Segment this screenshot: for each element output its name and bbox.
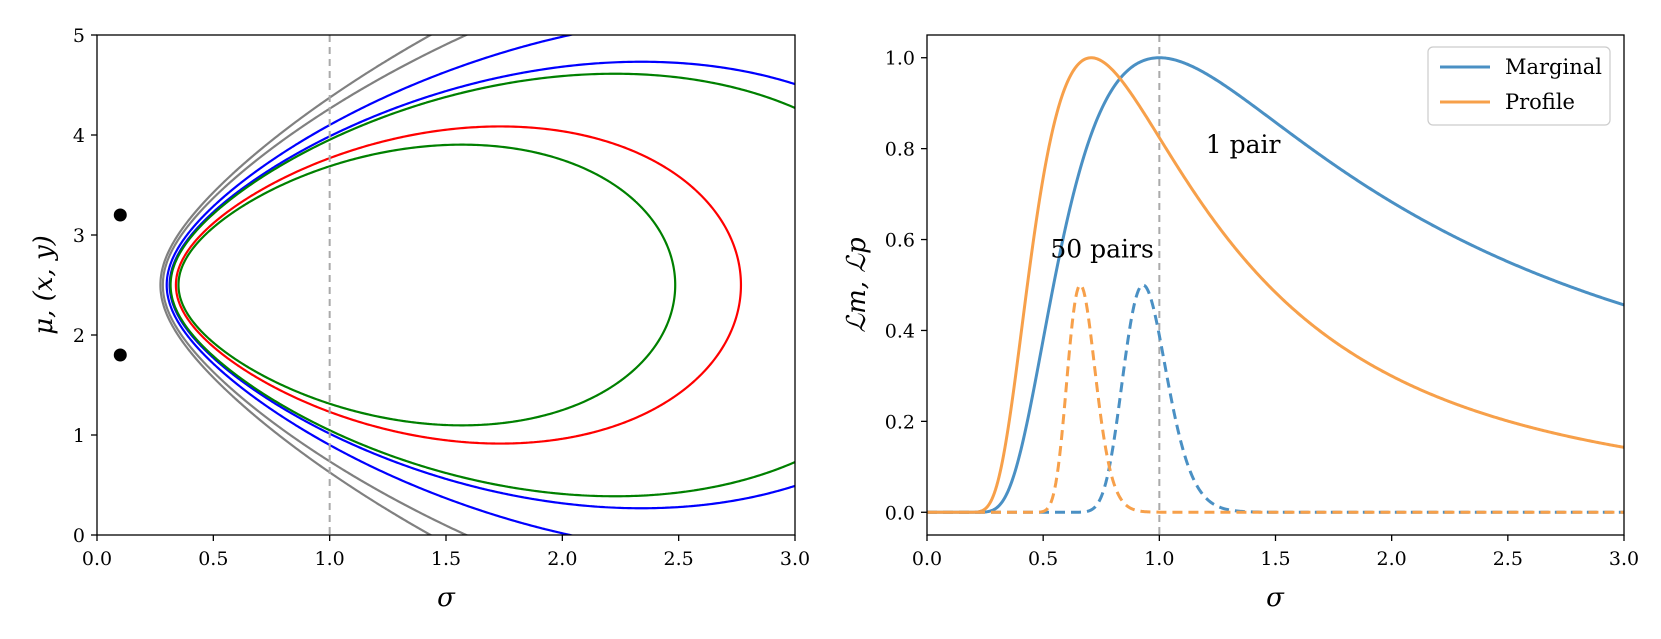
right-y-tick-label: 0.4 (885, 320, 915, 342)
left-y-tick-label: 4 (73, 125, 85, 147)
right-y-tick-label: 0.0 (885, 502, 915, 524)
left-axes-frame (96, 34, 796, 536)
contour-line-0 (177, 143, 677, 427)
right-x-tick-label: 0.0 (912, 548, 942, 570)
contour-line-6 (161, 35, 469, 535)
left-x-tick-label: 2.0 (547, 548, 577, 570)
left-x-tick-label: 1.0 (315, 548, 345, 570)
annotation-1-pair: 1 pair (1206, 130, 1281, 159)
contour-line-1 (168, 60, 795, 510)
legend: Marginal Profile (1427, 46, 1611, 126)
right-x-tick-label: 1.0 (1144, 548, 1174, 570)
series-line-1 (927, 56, 1624, 514)
left-y-ticks: 0 1 2 3 4 5 (73, 25, 97, 547)
legend-profile-label: Profile (1505, 90, 1575, 114)
contour-line-4 (169, 72, 795, 498)
right-x-tick-label: 2.5 (1493, 548, 1523, 570)
likelihood-panel: 0.0 0.5 1.0 1.5 2.0 2.5 3.0 0.0 0.2 0.4 0.6 0.8 1.0… (842, 34, 1639, 613)
series-line-3 (927, 283, 1624, 514)
right-x-tick-label: 0.5 (1028, 548, 1058, 570)
right-y-ticks: 0.0 0.2 0.4 0.6 0.8 1.0 (885, 48, 927, 524)
right-x-tick-label: 1.5 (1260, 548, 1290, 570)
left-x-tick-label: 3.0 (780, 548, 810, 570)
left-x-tick-label: 1.5 (431, 548, 461, 570)
contour-line-3 (174, 125, 743, 445)
right-y-tick-label: 0.8 (885, 139, 915, 161)
right-y-tick-label: 0.2 (885, 411, 915, 433)
left-y-axis-label: μ, (x, y) (29, 235, 59, 335)
right-y-axis-label: ℒm, ℒp (842, 237, 872, 333)
series-line-0 (927, 56, 1624, 514)
legend-marginal-label: Marginal (1505, 55, 1602, 79)
contour-panel: 0.0 0.5 1.0 1.5 2.0 2.5 3.0 0 1 2 3 4 5 σ μ, (x, y) (29, 25, 810, 613)
data-point-0 (113, 348, 127, 362)
data-point-1 (113, 208, 127, 222)
contour-line-5 (165, 35, 576, 535)
left-x-axis-label: σ (437, 583, 456, 613)
annotations: 1 pair 50 pairs (1050, 130, 1280, 264)
left-x-tick-label: 0.5 (198, 548, 228, 570)
left-y-tick-label: 1 (73, 425, 85, 447)
right-x-ticks: 0.0 0.5 1.0 1.5 2.0 2.5 3.0 (912, 535, 1639, 570)
left-x-ticks: 0.0 0.5 1.0 1.5 2.0 2.5 3.0 (82, 535, 810, 570)
contour-plot-area (113, 35, 795, 535)
right-y-tick-label: 1.0 (885, 48, 915, 70)
left-x-tick-label: 0.0 (82, 548, 112, 570)
right-x-tick-label: 2.0 (1377, 548, 1407, 570)
likelihood-plot-area (927, 35, 1624, 535)
left-y-tick-label: 0 (73, 525, 85, 547)
right-y-tick-label: 0.6 (885, 230, 915, 252)
left-x-tick-label: 2.5 (664, 548, 694, 570)
annotation-50-pairs: 50 pairs (1050, 235, 1153, 264)
left-y-tick-label: 3 (73, 225, 85, 247)
contour-line-2 (159, 35, 433, 535)
left-y-tick-label: 5 (73, 25, 85, 47)
right-x-tick-label: 3.0 (1609, 548, 1639, 570)
left-y-tick-label: 2 (73, 325, 85, 347)
right-x-axis-label: σ (1266, 583, 1285, 613)
